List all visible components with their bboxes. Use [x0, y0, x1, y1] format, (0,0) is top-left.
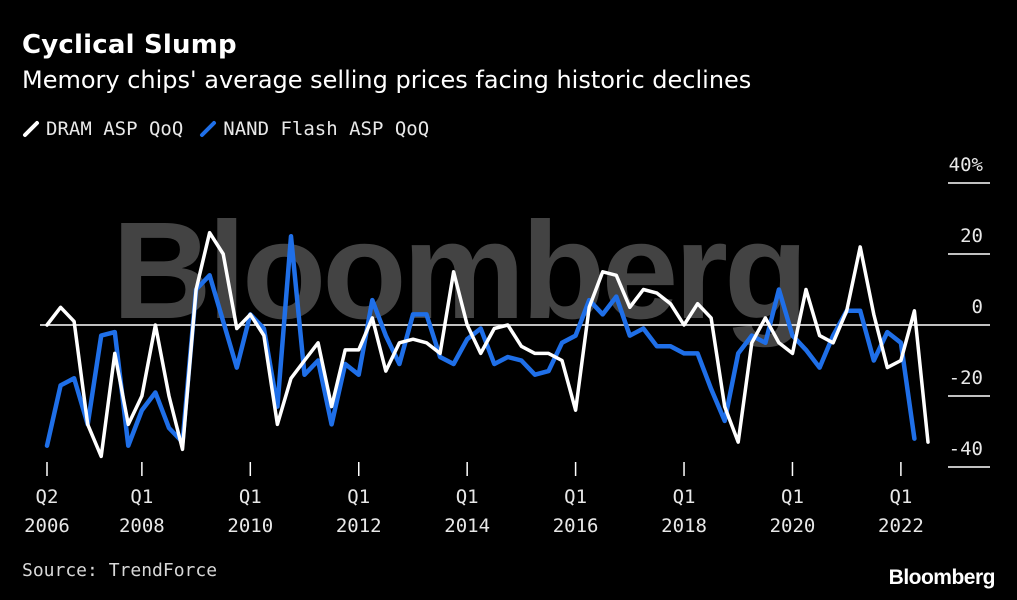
x-tick-label-year: 2014: [444, 515, 490, 537]
legend-item-dram: DRAM ASP QoQ: [22, 118, 183, 140]
x-tick-label-year: 2020: [770, 515, 816, 537]
x-tick-label-quarter: Q1: [564, 486, 587, 508]
y-tick-label: -40: [949, 438, 983, 460]
x-tick-label-year: 2010: [227, 515, 273, 537]
legend-swatch-nand: [200, 121, 217, 137]
x-tick-label-quarter: Q1: [781, 486, 804, 508]
y-tick-label: 0: [972, 296, 983, 318]
x-tick-label-year: 2018: [661, 515, 707, 537]
x-tick-label-quarter: Q2: [36, 486, 59, 508]
x-tick-label-year: 2022: [878, 515, 924, 537]
bloomberg-logo: Bloomberg: [888, 566, 996, 589]
x-tick-label-quarter: Q1: [456, 486, 479, 508]
y-tick-label: -20: [949, 367, 983, 389]
source-note: Source: TrendForce: [22, 560, 218, 581]
x-tick-label-quarter: Q1: [130, 486, 153, 508]
chart-subtitle: Memory chips' average selling prices fac…: [22, 66, 752, 94]
chart-title: Cyclical Slump: [22, 30, 237, 60]
x-tick-label-year: 2008: [119, 515, 165, 537]
x-tick-label-year: 2012: [336, 515, 382, 537]
y-tick-label: 20: [960, 225, 983, 247]
x-tick-label-quarter: Q1: [347, 486, 370, 508]
x-tick-label-quarter: Q1: [673, 486, 696, 508]
series-line-dram: [45, 230, 930, 459]
legend-item-nand: NAND Flash ASP QoQ: [199, 118, 429, 140]
x-tick-label-year: 2006: [24, 515, 70, 537]
x-tick-label-quarter: Q1: [889, 486, 912, 508]
x-tick-label-year: 2016: [553, 515, 599, 537]
y-tick-label: 40%: [949, 154, 984, 176]
legend-swatch-dram: [23, 121, 39, 137]
legend: DRAM ASP QoQ NAND Flash ASP QoQ: [22, 118, 445, 140]
x-tick-label-quarter: Q1: [239, 486, 262, 508]
legend-label-nand: NAND Flash ASP QoQ: [223, 118, 430, 140]
legend-label-dram: DRAM ASP QoQ: [46, 118, 184, 140]
